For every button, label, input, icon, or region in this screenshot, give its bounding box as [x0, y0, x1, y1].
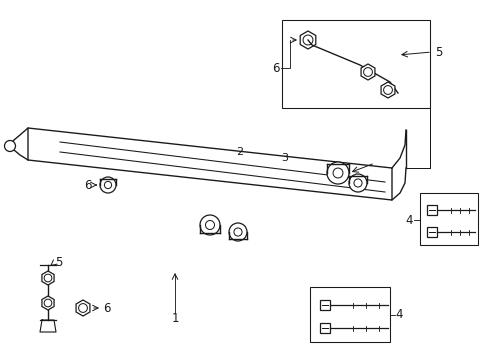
Polygon shape: [361, 64, 375, 80]
Bar: [310, 287, 390, 342]
Text: 6: 6: [84, 179, 92, 192]
Polygon shape: [42, 296, 54, 310]
Text: 1: 1: [171, 311, 179, 324]
Text: 6: 6: [272, 62, 280, 75]
Circle shape: [100, 177, 116, 193]
Circle shape: [200, 215, 220, 235]
Circle shape: [229, 223, 247, 241]
Polygon shape: [427, 205, 437, 215]
Bar: [420, 193, 478, 245]
Text: 5: 5: [55, 256, 62, 270]
Text: 6: 6: [103, 302, 111, 315]
Polygon shape: [300, 31, 316, 49]
Text: 3: 3: [281, 153, 289, 163]
Text: 2: 2: [237, 147, 244, 157]
Polygon shape: [28, 128, 392, 200]
Text: 5: 5: [435, 45, 442, 59]
Polygon shape: [320, 300, 330, 310]
Circle shape: [4, 140, 16, 152]
Text: 4: 4: [406, 213, 413, 226]
Bar: [282, 20, 430, 108]
Polygon shape: [42, 271, 54, 285]
Circle shape: [327, 162, 349, 184]
Polygon shape: [76, 300, 90, 316]
Circle shape: [349, 174, 367, 192]
Text: 4: 4: [395, 309, 402, 321]
Polygon shape: [320, 323, 330, 333]
Polygon shape: [427, 227, 437, 237]
Polygon shape: [381, 82, 395, 98]
